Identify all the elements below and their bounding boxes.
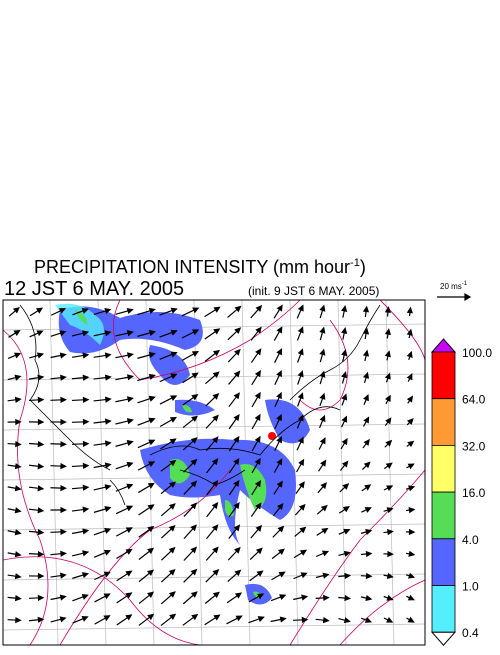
colorbar-label: 64.0 — [462, 393, 486, 407]
colorbar-segment — [432, 586, 455, 633]
colorbar: 100.0 64.0 32.0 16.0 4.0 1.0 0.4 — [432, 339, 492, 645]
colorbar-segment — [432, 352, 455, 399]
colorbar-label: 16.0 — [462, 486, 486, 500]
colorbar-label: 0.4 — [462, 626, 479, 640]
colorbar-label: 100.0 — [462, 346, 492, 360]
colorbar-label: 32.0 — [462, 439, 486, 453]
colorbar-segment — [432, 399, 455, 446]
colorbar-label: 4.0 — [462, 533, 479, 547]
init-time: (init. 9 JST 6 MAY. 2005) — [248, 284, 379, 298]
colorbar-label: 1.0 — [462, 580, 479, 594]
colorbar-top-triangle — [432, 339, 455, 352]
colorbar-segment — [432, 539, 455, 586]
colorbar-segment — [432, 492, 455, 539]
vector-key-arrow — [437, 294, 470, 300]
colorbar-segment — [432, 445, 455, 492]
map — [3, 300, 425, 645]
title: PRECIPITATION INTENSITY (mm hour-1) — [34, 257, 366, 277]
vector-key-label: 20 ms-1 — [440, 281, 468, 291]
colorbar-bottom-triangle — [432, 632, 455, 645]
valid-time: 12 JST 6 MAY. 2005 — [4, 278, 184, 300]
